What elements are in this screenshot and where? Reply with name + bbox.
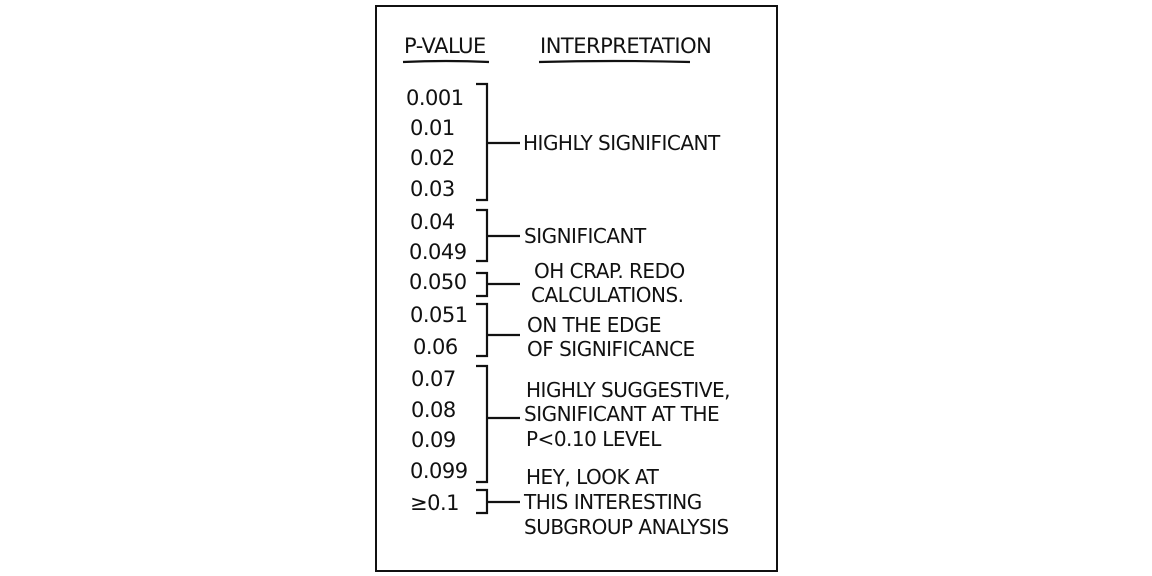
interpretation-subgroup-line3: SUBGROUP ANALYSIS	[524, 515, 729, 539]
p-value-item: 0.099	[410, 459, 468, 483]
p-value-item: 0.09	[411, 428, 456, 452]
p-value-item: 0.03	[410, 177, 455, 201]
interpretation-suggestive-line1: HIGHLY SUGGESTIVE,	[526, 378, 731, 402]
interpretation-oh-crap-line2: CALCULATIONS.	[531, 283, 684, 307]
p-value-item: 0.07	[411, 367, 456, 391]
interpretation-subgroup-line2: THIS INTERESTING	[524, 490, 702, 514]
interpretation-subgroup-line1: HEY, LOOK AT	[526, 465, 659, 489]
p-value-item: 0.01	[410, 116, 455, 140]
comic-panel	[375, 5, 778, 572]
interpretation-suggestive-line3: P<0.10 LEVEL	[526, 427, 661, 451]
p-value-item: 0.050	[409, 270, 467, 294]
interpretation-suggestive-line2: SIGNIFICANT AT THE	[524, 402, 720, 426]
p-value-item: 0.001	[406, 86, 464, 110]
p-value-item: ≥0.1	[410, 491, 460, 515]
p-value-item: 0.06	[413, 335, 458, 359]
interpretation-oh-crap-line1: OH CRAP. REDO	[534, 259, 685, 283]
p-value-header: P-VALUE	[404, 34, 486, 58]
p-value-item: 0.049	[409, 240, 467, 264]
interpretation-edge-line2: OF SIGNIFICANCE	[527, 337, 695, 361]
p-value-item: 0.08	[411, 398, 456, 422]
interpretation-significant: SIGNIFICANT	[524, 224, 646, 248]
p-value-item: 0.051	[410, 303, 468, 327]
interpretation-edge-line1: ON THE EDGE	[527, 313, 661, 337]
p-value-item: 0.04	[410, 210, 455, 234]
interpretation-highly-significant: HIGHLY SIGNIFICANT	[523, 131, 720, 155]
interpretation-header: INTERPRETATION	[540, 34, 712, 58]
p-value-item: 0.02	[410, 146, 455, 170]
